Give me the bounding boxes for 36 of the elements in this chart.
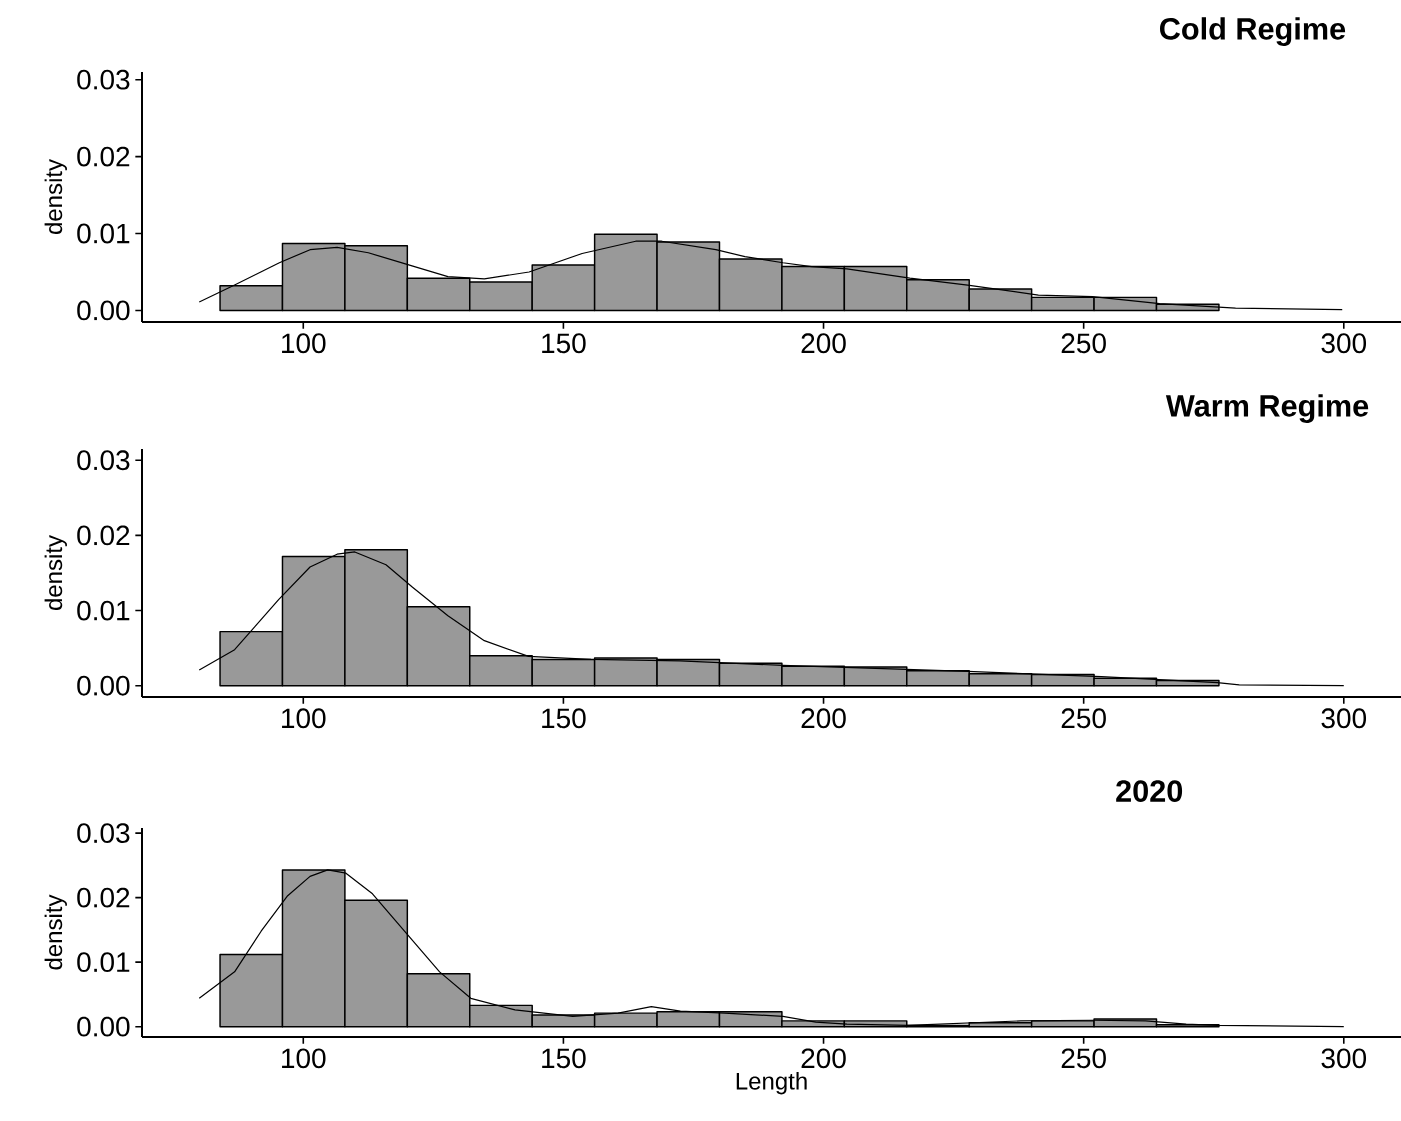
line-series	[198, 551, 1345, 687]
x-tick-label: 300	[1321, 333, 1367, 354]
x-tick-label: 150	[542, 333, 586, 354]
chart-title: Cold Regime	[1160, 17, 1346, 46]
y-axis-title: density	[44, 159, 67, 235]
x-tick-label: 150	[542, 1048, 586, 1069]
y-tick-label: 0.03	[77, 69, 130, 90]
x-tick-label: 250	[1061, 708, 1106, 729]
y-tick-label: 0.00	[77, 1016, 130, 1037]
x-tick-label: 300	[1321, 708, 1367, 729]
y-tick-label: 0.00	[77, 675, 130, 696]
x-tick-label: 200	[801, 708, 846, 729]
chart-title: Warm Regime	[1165, 394, 1369, 423]
x-tick-label: 200	[801, 1048, 846, 1069]
y-tick-label: 0.02	[77, 887, 130, 908]
line-series	[198, 869, 1345, 1028]
y-tick-label: 0.02	[77, 146, 130, 167]
y-tick-label: 0.02	[77, 525, 130, 546]
x-tick-label: 250	[1061, 333, 1106, 354]
x-tick-label: 100	[282, 1048, 326, 1069]
y-tick-label: 0.01	[77, 952, 130, 973]
x-tick-label: 250	[1061, 1048, 1106, 1069]
y-axis-title: density	[44, 894, 67, 970]
x-tick-label: 200	[801, 333, 846, 354]
y-tick-label: 0.01	[77, 600, 130, 621]
chart-title: 2020	[1116, 780, 1183, 802]
x-tick-label: 150	[542, 708, 586, 729]
y-tick-label: 0.01	[77, 223, 130, 244]
y-tick-label: 0.03	[77, 823, 130, 844]
x-axis-title: Length	[736, 1072, 807, 1095]
x-tick-label: 100	[282, 333, 326, 354]
y-axis-title: density	[44, 535, 67, 611]
y-tick-label: 0.00	[77, 300, 130, 321]
y-tick-label: 0.03	[77, 450, 130, 471]
x-tick-label: 300	[1321, 1048, 1367, 1069]
x-tick-label: 100	[282, 708, 326, 729]
